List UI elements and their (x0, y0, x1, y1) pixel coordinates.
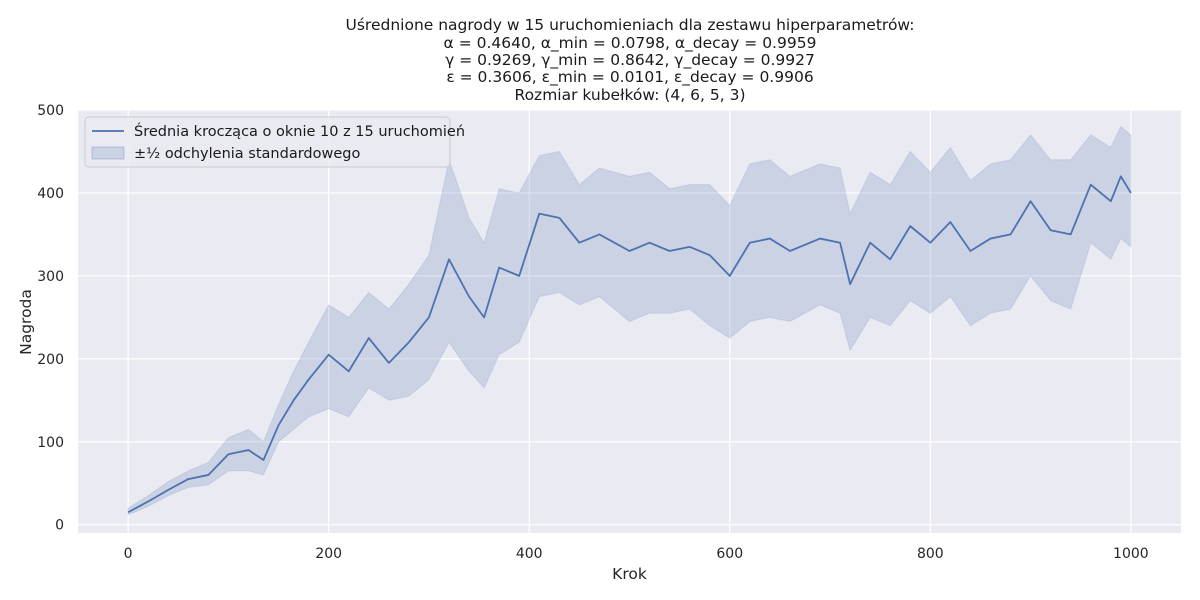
legend-band-swatch (91, 146, 125, 160)
grid-lines (78, 109, 1181, 533)
x-tick-label: 1000 (1113, 546, 1149, 562)
x-tick-label: 400 (516, 546, 543, 562)
legend-box (84, 116, 451, 168)
mean-line-0 (127, 175, 1132, 514)
y-tick-label: 400 (37, 186, 64, 202)
mean-line-layer (127, 175, 1132, 514)
title-line-4: ε = 0.3606, ε_min = 0.0101, ε_decay = 0.… (446, 68, 813, 87)
title-line-5: Rozmiar kubełków: (4, 6, 5, 3) (515, 86, 746, 104)
std-band-layer (127, 125, 1132, 516)
y-tick-label: 100 (37, 435, 64, 451)
x-tick-label: 200 (315, 546, 342, 562)
legend-line-label: Średnia krocząca o oknie 10 z 15 uruchom… (134, 122, 465, 140)
y-tick-labels: 0 100 200 300 400 500 (37, 103, 64, 534)
x-axis-label: Krok (612, 565, 647, 583)
x-tick-label: 800 (917, 546, 944, 562)
y-tick-label: 500 (37, 103, 64, 119)
std-band (127, 125, 1132, 516)
plot-area (78, 110, 1181, 533)
y-axis-label: Nagroda (17, 289, 35, 355)
legend-band-label: ±½ odchylenia standardowego (134, 146, 360, 162)
title-line-3: γ = 0.9269, γ_min = 0.8642, γ_decay = 0.… (445, 51, 815, 70)
x-tick-label: 0 (124, 546, 133, 562)
y-tick-label: 300 (37, 269, 64, 285)
x-tick-labels: 0 200 400 600 800 1000 (124, 546, 1149, 562)
title-line-2: α = 0.4640, α_min = 0.0798, α_decay = 0.… (444, 34, 817, 53)
y-tick-label: 0 (55, 518, 64, 534)
chart-title: Uśrednione nagrody w 15 uruchomieniach d… (346, 16, 915, 104)
legend: Średnia krocząca o oknie 10 z 15 uruchom… (84, 116, 465, 168)
title-line-1: Uśrednione nagrody w 15 uruchomieniach d… (346, 16, 915, 34)
x-tick-label: 600 (716, 546, 743, 562)
y-tick-label: 200 (37, 352, 64, 368)
